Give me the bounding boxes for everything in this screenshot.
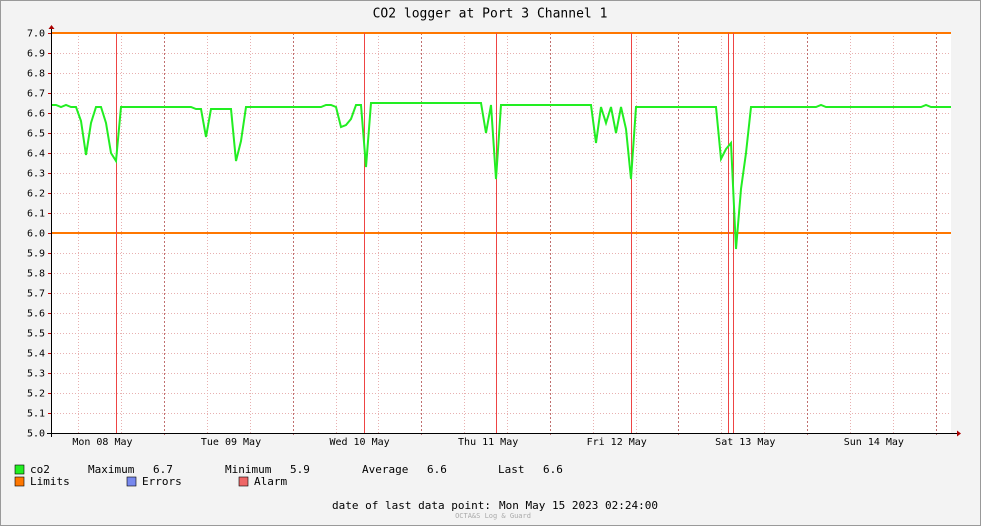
y-tick-label: 6.2	[27, 189, 45, 200]
y-tick-label: 5.7	[27, 289, 45, 300]
y-tick-label: 6.4	[27, 149, 45, 160]
y-tick-label: 5.5	[27, 329, 45, 340]
watermark: OCTA&S Log & Guard	[455, 512, 531, 520]
stat-label: Last	[498, 463, 525, 476]
alarm-lines	[116, 33, 734, 433]
x-tick-label: Fri 12 May	[587, 437, 647, 448]
x-tick-label: Sat 13 May	[715, 437, 775, 448]
legend-swatch	[238, 476, 249, 487]
legend-swatch	[126, 476, 137, 487]
y-tick-label: 5.0	[27, 429, 45, 440]
y-tick-label: 7.0	[27, 29, 45, 40]
legend-label: Errors	[142, 475, 182, 488]
y-tick-label: 6.7	[27, 89, 45, 100]
footer-label: date of last data point:	[332, 499, 491, 512]
y-tick-label: 6.6	[27, 109, 45, 120]
stat-value: 5.9	[290, 463, 310, 476]
legend-label: Alarm	[254, 475, 287, 488]
y-tick-label: 5.4	[27, 349, 45, 360]
legend-swatch	[14, 464, 25, 475]
footer-date: Mon May 15 2023 02:24:00	[499, 499, 658, 512]
stat-label: Average	[362, 463, 408, 476]
y-tick-label: 6.8	[27, 69, 45, 80]
y-tick-label: 5.3	[27, 369, 45, 380]
x-tick-label: Tue 09 May	[201, 437, 261, 448]
x-tick-label: Sun 14 May	[844, 437, 904, 448]
series-layer	[51, 102, 951, 250]
y-arrow	[48, 25, 55, 29]
y-tick-label: 5.9	[27, 249, 45, 260]
y-tick-label: 6.1	[27, 209, 45, 220]
stat-label: Maximum	[88, 463, 135, 476]
stat-label: Minimum	[225, 463, 272, 476]
y-tick-label: 5.1	[27, 409, 45, 420]
series-line	[51, 102, 951, 250]
y-tick-label: 6.5	[27, 129, 45, 140]
y-tick-label: 5.8	[27, 269, 45, 280]
x-arrow	[957, 430, 961, 437]
y-tick-label: 5.2	[27, 389, 45, 400]
y-tick-label: 6.3	[27, 169, 45, 180]
grid	[48, 33, 951, 436]
stat-value: 6.7	[153, 463, 173, 476]
x-tick-label: Mon 08 May	[72, 437, 132, 448]
y-tick-label: 6.0	[27, 229, 45, 240]
legend: co2 Maximum 6.7 Minimum 5.9 Average 6.6 Last 6.6…	[14, 463, 563, 488]
y-tick-label: 5.6	[27, 309, 45, 320]
x-tick-label: Thu 11 May	[458, 437, 518, 448]
y-tick-label: 6.9	[27, 49, 45, 60]
marks	[51, 32, 951, 234]
legend-label: co2	[30, 463, 50, 476]
legend-swatch	[14, 476, 25, 487]
legend-label: Limits	[30, 475, 70, 488]
chart-title: CO2 logger at Port 3 Channel 1	[373, 7, 608, 22]
x-tick-label: Wed 10 May	[329, 437, 389, 448]
stat-value: 6.6	[543, 463, 563, 476]
stat-value: 6.6	[427, 463, 447, 476]
